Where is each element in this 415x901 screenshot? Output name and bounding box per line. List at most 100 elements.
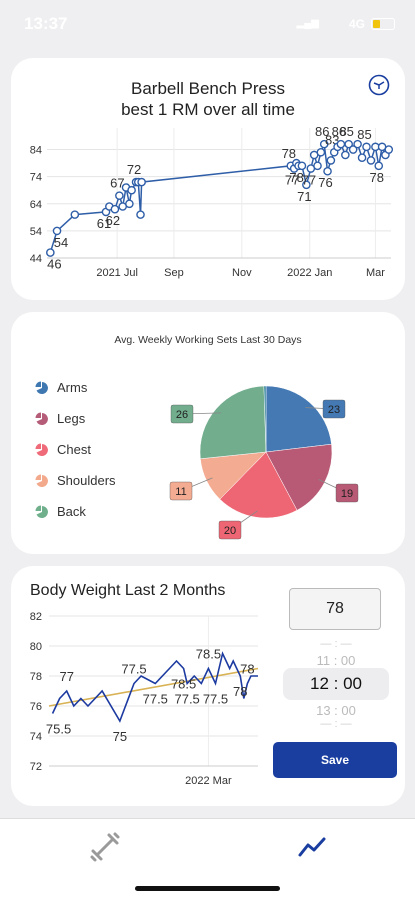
bw-data-label: 78.5 [196,647,221,662]
pie-legend-label: Shoulders [57,473,116,488]
pie-value-label: 20 [224,525,236,537]
bench-data-label: 76 [318,175,332,190]
bench-data-label: 62 [106,213,120,228]
bench-point [137,177,146,187]
bw-data-label: 78 [233,684,247,699]
bench-data-label: 85 [339,124,353,139]
working-sets-card: Avg. Weekly Working Sets Last 30 Days Ar… [11,312,405,554]
bench-y-tick: 44 [30,253,42,265]
pie-label-box [218,520,242,540]
bench-point [52,226,62,236]
battery-icon [371,18,395,30]
bench-press-card: Barbell Bench Press best 1 RM over all t… [11,58,405,300]
bench-point [336,139,346,149]
pie-legend-icon [35,474,48,487]
bench-point [302,180,311,190]
bench-data-label: 54 [54,235,68,250]
chart-line-icon [298,837,326,857]
bench-data-label: 71 [297,189,311,204]
pie-label-box [335,483,359,503]
pie-label-box [169,481,193,501]
bw-data-label: 75 [113,729,127,744]
bench-x-tick: 2021 Jul [96,267,138,279]
bw-y-tick: 76 [30,701,42,713]
pie-slice [199,385,267,460]
bw-data-label: 77.5 [203,692,228,707]
pie-legend-icon [35,412,48,425]
bench-data-label: 86 [332,124,346,139]
pie-legend-icon [35,505,48,518]
time-picker-above[interactable]: 11 : 00 [316,653,356,668]
bench-point [326,156,336,165]
bench-title-line2: best 1 RM over all time [121,100,295,119]
pie-value-label: 11 [175,486,186,498]
bench-point [353,139,362,149]
home-indicator [135,886,280,891]
time-picker-below[interactable]: 13 : 00 [316,703,356,718]
pie-legend-icon [35,443,48,456]
time-picker-faded-below: — : — [320,718,352,730]
bench-point [362,142,371,152]
bench-y-tick: 64 [30,199,42,211]
bench-data-label: 72 [127,162,141,177]
bw-data-label: 77.5 [174,692,199,707]
bench-series-line [49,141,390,253]
bench-point [384,145,394,154]
save-button[interactable]: Save [273,742,397,778]
pie-legend-item: Chest [35,434,116,465]
bench-point [374,161,384,171]
bench-y-tick: 74 [30,172,42,184]
pie-slice [265,385,332,453]
pie-legend-label: Arms [57,380,88,395]
pie-legend-item: Legs [35,403,116,434]
bw-y-tick: 78 [30,671,42,683]
time-picker-faded-above: — : — [320,638,352,650]
tab-exercises[interactable] [85,827,125,867]
bench-data-label: 78 [282,146,296,161]
bench-point [366,156,376,165]
bench-data-label: 77 [285,173,299,188]
bench-data-label: 86 [315,124,329,139]
bw-trend-line [48,667,259,707]
bench-point [70,210,80,219]
bench-point [136,210,145,219]
bench-point [297,161,307,171]
bench-point [115,191,124,200]
pie-legend-label: Chest [57,442,91,457]
bench-point [344,139,353,149]
bench-data-label: 67 [110,176,124,191]
bench-press-title: Barbell Bench Press best 1 RM over all t… [11,78,405,120]
signal-icon: ▂▄▆ [296,18,319,29]
status-bar: 13:37 ▂▄▆ 4G [0,0,415,40]
bench-x-tick: 2022 Jan [287,267,332,279]
bench-point [348,145,358,154]
bw-y-tick: 74 [30,731,42,743]
tab-progress[interactable] [292,827,332,867]
history-icon[interactable] [368,74,390,96]
pie-label-box [322,399,346,419]
bench-x-tick: Sep [164,267,184,279]
bw-data-label: 77 [59,669,73,684]
bw-data-label: 77.5 [121,662,146,677]
pie-label-box [170,404,194,424]
bench-point [127,185,136,195]
bench-point [46,248,55,257]
pie-value-label: 23 [328,404,340,416]
bench-data-label: 61 [97,216,111,231]
bench-point [323,166,332,176]
bench-x-tick: Mar [366,267,385,279]
time-picker-selected[interactable]: 12 : 00 [283,668,389,700]
bench-title-line1: Barbell Bench Press [130,79,286,98]
pie-legend-item: Shoulders [35,465,116,496]
pie-legend-label: Legs [57,411,86,426]
body-weight-title: Body Weight Last 2 Months [30,582,226,599]
dumbbell-icon [90,832,120,862]
pie-legend-item: Arms [35,372,116,403]
bench-data-label: 77 [302,173,316,188]
weight-input[interactable]: 78 [289,588,381,630]
bench-press-chart: 44 54 64 74 84 2021 Jul Sep Nov 2022 Jan Mar 46 54 6… [30,124,394,279]
bench-data-label: 46 [47,257,61,272]
bw-y-tick: 82 [30,611,42,623]
bench-point [110,204,120,214]
